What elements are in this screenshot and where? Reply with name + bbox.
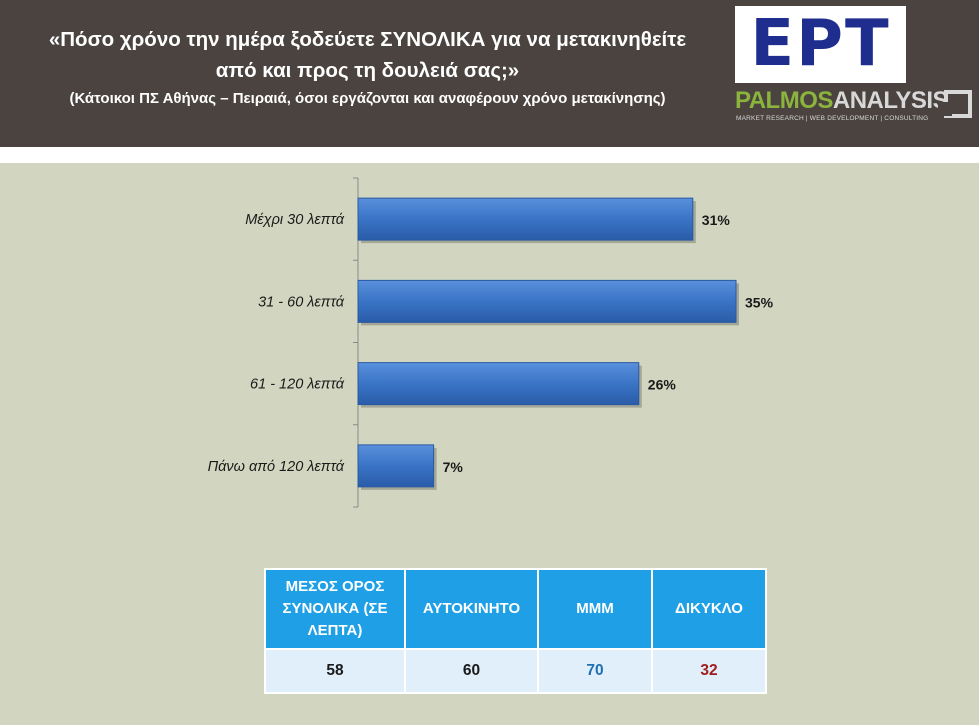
header-banner: «Πόσο χρόνο την ημέρα ξοδεύετε ΣΥΝΟΛΙΚΑ …	[0, 0, 979, 147]
bar-chart: Μέχρι 30 λεπτά 31% 31 - 60 λεπτά 35% 61 - 12…	[208, 177, 774, 508]
value-average-total: 58	[264, 648, 406, 694]
header-motorbike: ΔΙΚΥΚΛΟ	[651, 568, 767, 650]
title-block: «Πόσο χρόνο την ημέρα ξοδεύετε ΣΥΝΟΛΙΚΑ …	[0, 24, 735, 111]
chart-subtitle: (Κάτοικοι ΠΣ Αθήνας – Πειραιά, όσοι εργά…	[69, 90, 666, 107]
chart-title-line1: «Πόσο χρόνο την ημέρα ξοδεύετε ΣΥΝΟΛΙΚΑ …	[48, 28, 687, 51]
header-average-total: ΜΕΣΟΣ ΟΡΟΣ ΣΥΝΟΛΙΚΑ (ΣΕ ΛΕΠΤΑ)	[264, 568, 406, 650]
value-label: 26%	[648, 377, 677, 393]
value-motorbike: 32	[651, 648, 767, 694]
palmos-wordmark-part2: ANALYSIS	[832, 87, 949, 114]
bar-1	[357, 197, 694, 241]
bar-2	[357, 279, 737, 323]
palmos-wordmark: PALMOSANALYSIS	[735, 87, 949, 114]
value-label: 7%	[443, 459, 464, 475]
palmos-wordmark-part1: PALMOS	[735, 87, 833, 114]
header-public-transport: ΜΜΜ	[537, 568, 653, 650]
header-car: ΑΥΤΟΚΙΝΗΤΟ	[404, 568, 539, 650]
summary-value-row: 58 60 70 32	[264, 648, 767, 694]
category-label: 31 - 60 λεπτά	[258, 294, 345, 310]
summary-header-row: ΜΕΣΟΣ ΟΡΟΣ ΣΥΝΟΛΙΚΑ (ΣΕ ΛΕΠΤΑ) ΑΥΤΟΚΙΝΗΤ…	[264, 568, 767, 650]
category-label: 61 - 120 λεπτά	[250, 377, 345, 393]
bar-4	[357, 444, 435, 488]
value-car: 60	[404, 648, 539, 694]
palmos-box-icon	[938, 90, 972, 118]
category-label: Πάνω από 120 λεπτά	[208, 459, 345, 475]
value-public-transport: 70	[537, 648, 653, 694]
palmos-analysis-logo: PALMOSANALYSIS MARKET RESEARCH | WEB DEV…	[735, 88, 975, 128]
ert-logo: ΕΡΤ	[735, 6, 906, 83]
category-label: Μέχρι 30 λεπτά	[245, 212, 345, 228]
palmos-tagline: MARKET RESEARCH | WEB DEVELOPMENT | CONS…	[736, 115, 929, 122]
bar-3	[357, 362, 640, 406]
chart-title-line2: από και προς τη δουλειά σας;»	[215, 59, 520, 82]
value-label: 35%	[745, 294, 774, 310]
summary-table: ΜΕΣΟΣ ΟΡΟΣ ΣΥΝΟΛΙΚΑ (ΣΕ ΛΕΠΤΑ) ΑΥΤΟΚΙΝΗΤ…	[264, 568, 767, 694]
value-label: 31%	[702, 212, 731, 228]
